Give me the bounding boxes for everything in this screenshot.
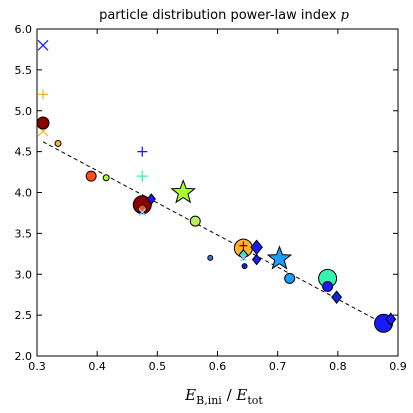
- star-marker: [170, 179, 196, 204]
- xlabel-e-sub: B,ini: [196, 394, 222, 407]
- diamond-marker: [238, 248, 249, 261]
- x-marker-b: [138, 208, 147, 217]
- y-tick-label: 5.5: [15, 64, 33, 77]
- x-marker: [239, 254, 247, 262]
- fit-line: [42, 141, 387, 326]
- plus-marker: [137, 146, 148, 157]
- diamond-marker: [146, 193, 156, 205]
- diamond-marker: [385, 312, 397, 327]
- axis-ticks: 0.3 0.4 0.5 0.6 0.7 0.8 0.9 2.0 2.5 3.0 3.5 4.0 4.5 5…: [15, 23, 407, 373]
- circle-marker: [207, 254, 214, 261]
- x-axis-label: EB,ini / Etot: [184, 386, 263, 407]
- circle-marker: [54, 139, 62, 147]
- circle-marker: [189, 215, 201, 227]
- y-tick-label: 6.0: [15, 23, 33, 36]
- plus-marker: [136, 170, 148, 182]
- x-tick-label: 0.7: [269, 360, 287, 373]
- y-tick-label: 4.0: [15, 187, 33, 200]
- diamond-marker: [331, 290, 343, 304]
- plot-frame: [36, 28, 399, 357]
- star-marker: [266, 245, 293, 270]
- x-marker-b: [37, 39, 49, 51]
- x-tick-label: 0.6: [209, 360, 227, 373]
- y-tick-label: 3.0: [15, 268, 33, 281]
- x-tick-label: 0.4: [88, 360, 106, 373]
- x-tick-label: 0.3: [28, 360, 46, 373]
- title-text: particle distribution power-law index: [99, 8, 340, 23]
- xlabel-e2: E: [235, 386, 247, 404]
- y-tick-label: 2.5: [15, 309, 33, 322]
- circle-marker: [36, 116, 50, 130]
- y-tick-label: 3.5: [15, 227, 33, 240]
- circle-marker: [241, 263, 248, 270]
- y-tick-label: 5.0: [15, 105, 33, 118]
- circle-marker: [322, 281, 334, 293]
- xlabel-e: E: [184, 386, 196, 404]
- plus-marker: [38, 89, 49, 100]
- x-marker: [37, 39, 49, 51]
- circle-marker: [85, 170, 97, 182]
- title-symbol: p: [341, 8, 350, 23]
- circle-marker: [102, 174, 110, 182]
- y-tick-label: 2.0: [15, 350, 33, 363]
- x-tick-label: 0.5: [149, 360, 167, 373]
- x-tick-label: 0.9: [389, 360, 407, 373]
- diamond-marker: [251, 253, 262, 266]
- y-tick-label: 4.5: [15, 146, 33, 159]
- circle-marker: [284, 272, 296, 284]
- x-marker: [138, 208, 147, 217]
- plot-marks: [36, 39, 397, 333]
- xlabel-e2-sub: tot: [247, 394, 263, 407]
- x-marker-b: [239, 254, 247, 262]
- plus-marker: [239, 241, 248, 250]
- chart-title: particle distribution power-law index p: [99, 8, 349, 23]
- diamond-marker: [250, 239, 263, 256]
- x-tick-label: 0.8: [329, 360, 347, 373]
- xlabel-divider: /: [222, 386, 237, 404]
